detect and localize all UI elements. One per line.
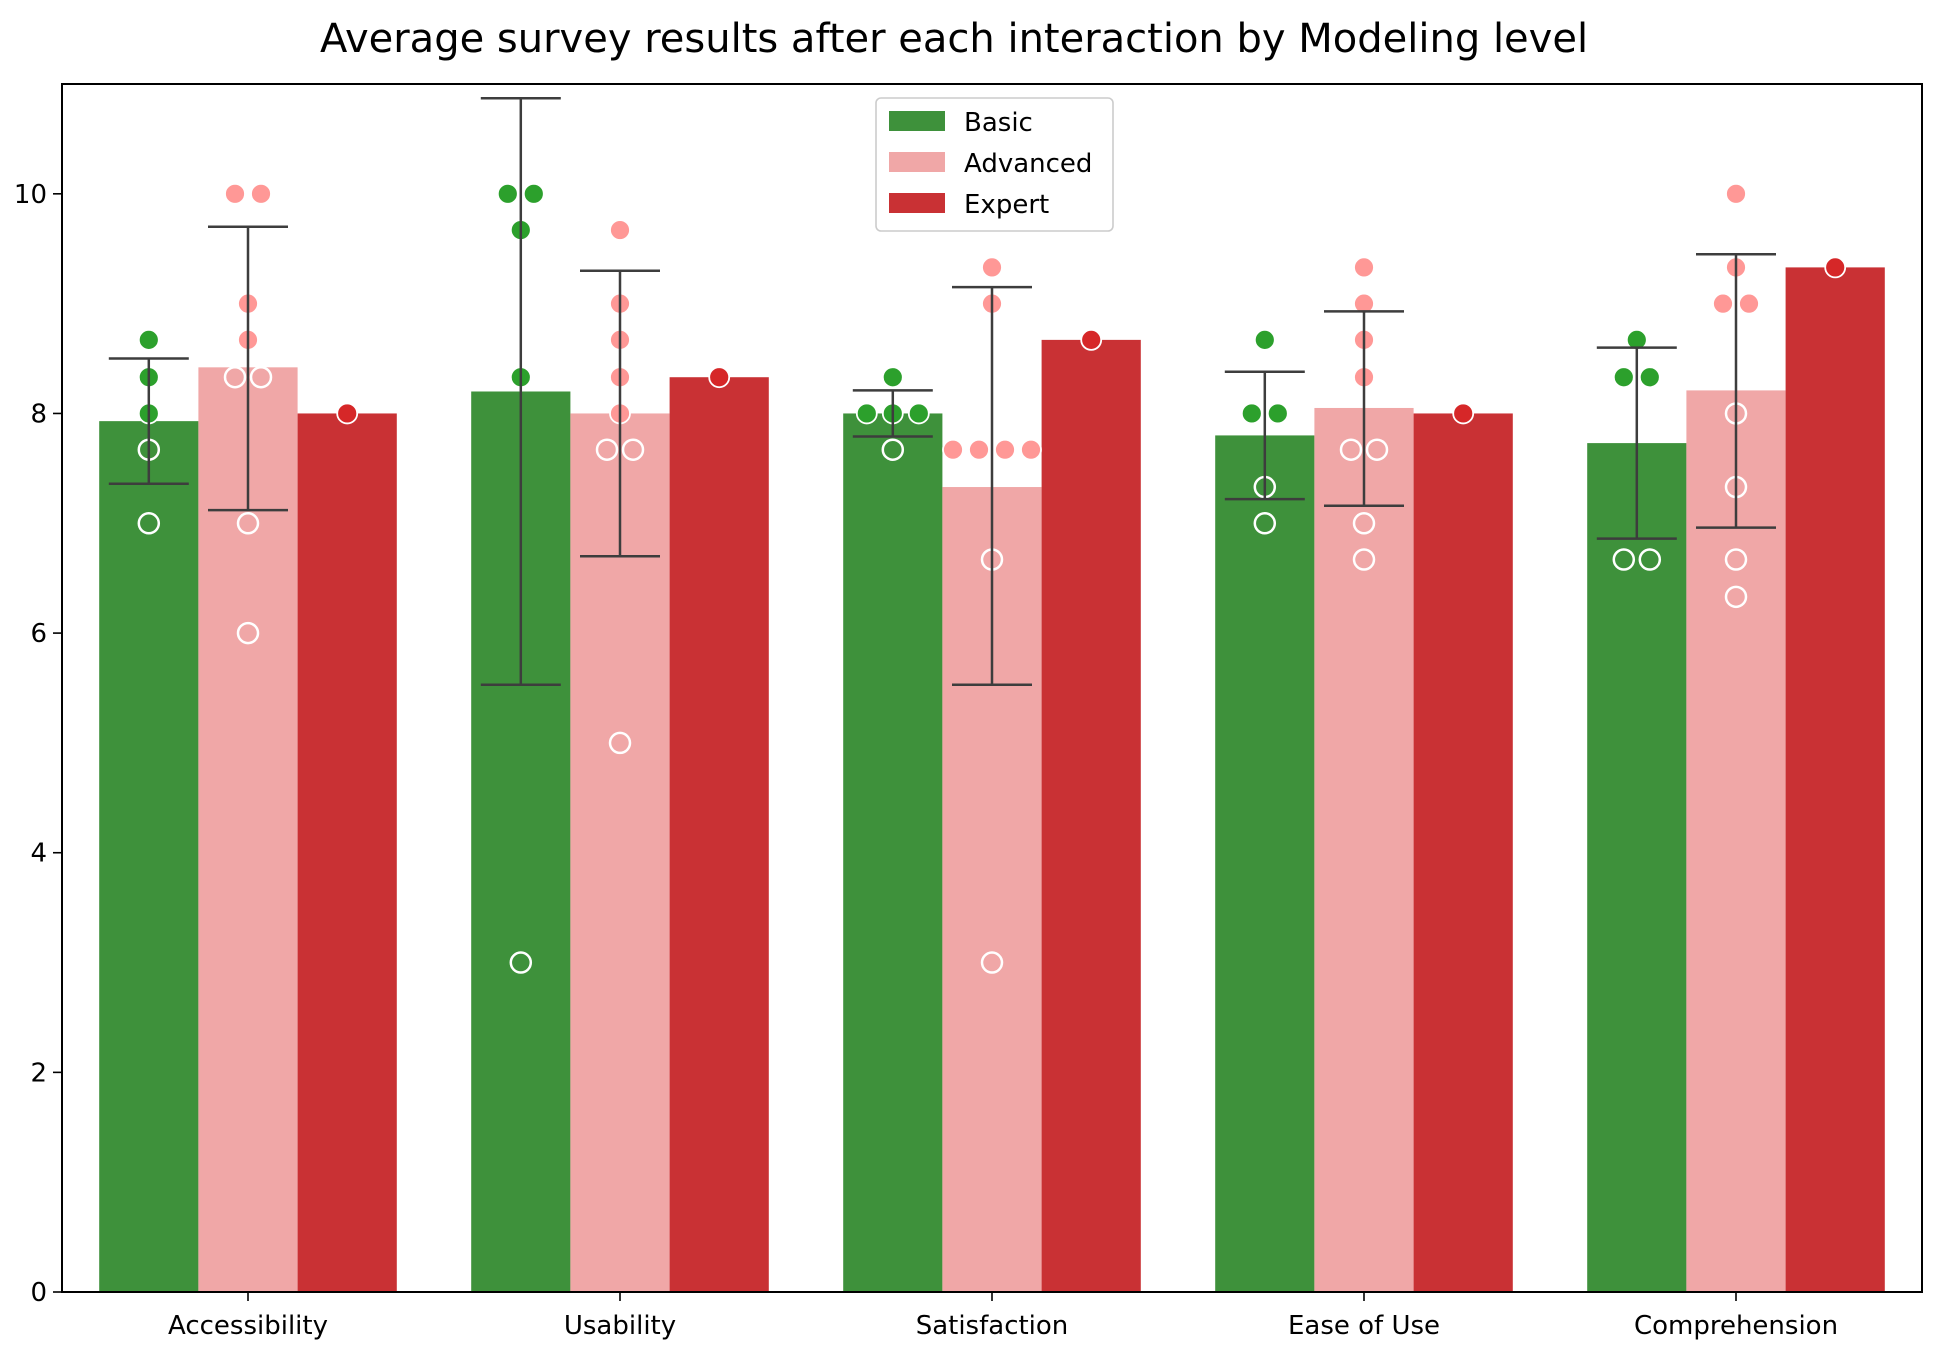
data-point (595, 438, 619, 461)
x-tick-label: Comprehension (1634, 1311, 1838, 1341)
data-point (1353, 256, 1375, 279)
data-point (1612, 548, 1636, 571)
data-point (336, 402, 359, 425)
data-point (236, 621, 260, 645)
data-point (1724, 585, 1748, 609)
y-tick-label: 0 (30, 1278, 47, 1308)
data-point (250, 182, 272, 205)
data-point (1738, 292, 1760, 315)
x-tick-label: Usability (564, 1311, 676, 1341)
data-point (1352, 512, 1376, 535)
data-point (968, 438, 990, 461)
data-point (137, 512, 161, 535)
data-point (1725, 182, 1747, 205)
data-point (981, 256, 1003, 279)
legend-label-basic: Basic (964, 108, 1033, 138)
data-point (907, 402, 930, 425)
data-point (223, 365, 247, 389)
data-point (522, 182, 545, 205)
data-point (236, 512, 260, 535)
data-point (1612, 366, 1635, 389)
x-tick-label: Ease of Use (1288, 1311, 1440, 1341)
data-point (1339, 438, 1363, 461)
legend-swatch-basic (889, 111, 945, 131)
data-point (509, 951, 533, 974)
y-tick-label: 4 (30, 839, 47, 869)
data-point (496, 182, 519, 205)
bar-basic-4 (1587, 443, 1687, 1292)
y-tick-label: 6 (30, 619, 47, 649)
bar-expert-3 (1413, 413, 1513, 1292)
bar-expert-0 (297, 413, 397, 1292)
data-point (1638, 548, 1662, 571)
data-point (855, 402, 878, 425)
data-point (1240, 402, 1263, 425)
data-point (1253, 328, 1276, 351)
bar-advanced-4 (1686, 390, 1786, 1293)
y-tick-label: 2 (30, 1058, 47, 1088)
data-point (1724, 548, 1748, 571)
legend-swatch-advanced (889, 152, 945, 172)
data-point (994, 438, 1016, 461)
x-tick-label: Accessibility (168, 1311, 328, 1341)
data-point (1266, 402, 1289, 425)
data-point (1253, 512, 1277, 535)
data-point (609, 219, 631, 241)
data-point (1638, 366, 1661, 389)
data-point (980, 951, 1004, 974)
data-point (1712, 292, 1734, 315)
bar-advanced-1 (570, 413, 670, 1292)
data-point (137, 328, 160, 351)
bar-expert-2 (1041, 339, 1141, 1293)
data-point (942, 438, 964, 461)
bar-expert-1 (669, 377, 769, 1292)
bar-advanced-3 (1314, 407, 1414, 1292)
chart-title: Average survey results after each intera… (320, 16, 1588, 62)
plot-frame (61, 83, 1923, 1293)
data-point (1080, 328, 1103, 351)
bars-layer (99, 267, 1885, 1293)
errorbars-layer (108, 97, 1776, 686)
axes-layer: Accessibility Usability Satisfaction Ease o… (14, 83, 1923, 1341)
bar-advanced-0 (198, 367, 298, 1292)
bar-basic-3 (1215, 435, 1315, 1292)
points-layer (137, 182, 1847, 974)
data-point (1020, 438, 1042, 461)
y-tick-label: 10 (14, 180, 47, 210)
data-point (881, 366, 904, 389)
bar-basic-0 (99, 421, 199, 1292)
data-point (1352, 548, 1376, 571)
data-point (1452, 402, 1475, 425)
data-point (1365, 438, 1389, 461)
data-point (881, 438, 905, 461)
data-point (249, 365, 273, 389)
data-point (1824, 256, 1847, 279)
bar-basic-2 (843, 413, 943, 1292)
data-point (621, 438, 645, 461)
legend-label-expert: Expert (964, 190, 1049, 220)
y-tick-label: 8 (30, 399, 47, 429)
legend: Basic Advanced Expert (875, 97, 1114, 232)
data-point (224, 182, 246, 205)
bar-expert-4 (1785, 267, 1885, 1292)
x-tick-label: Satisfaction (916, 1311, 1069, 1341)
data-point (608, 731, 632, 755)
legend-swatch-expert (889, 193, 945, 213)
legend-label-advanced: Advanced (964, 149, 1092, 179)
data-point (708, 366, 731, 389)
